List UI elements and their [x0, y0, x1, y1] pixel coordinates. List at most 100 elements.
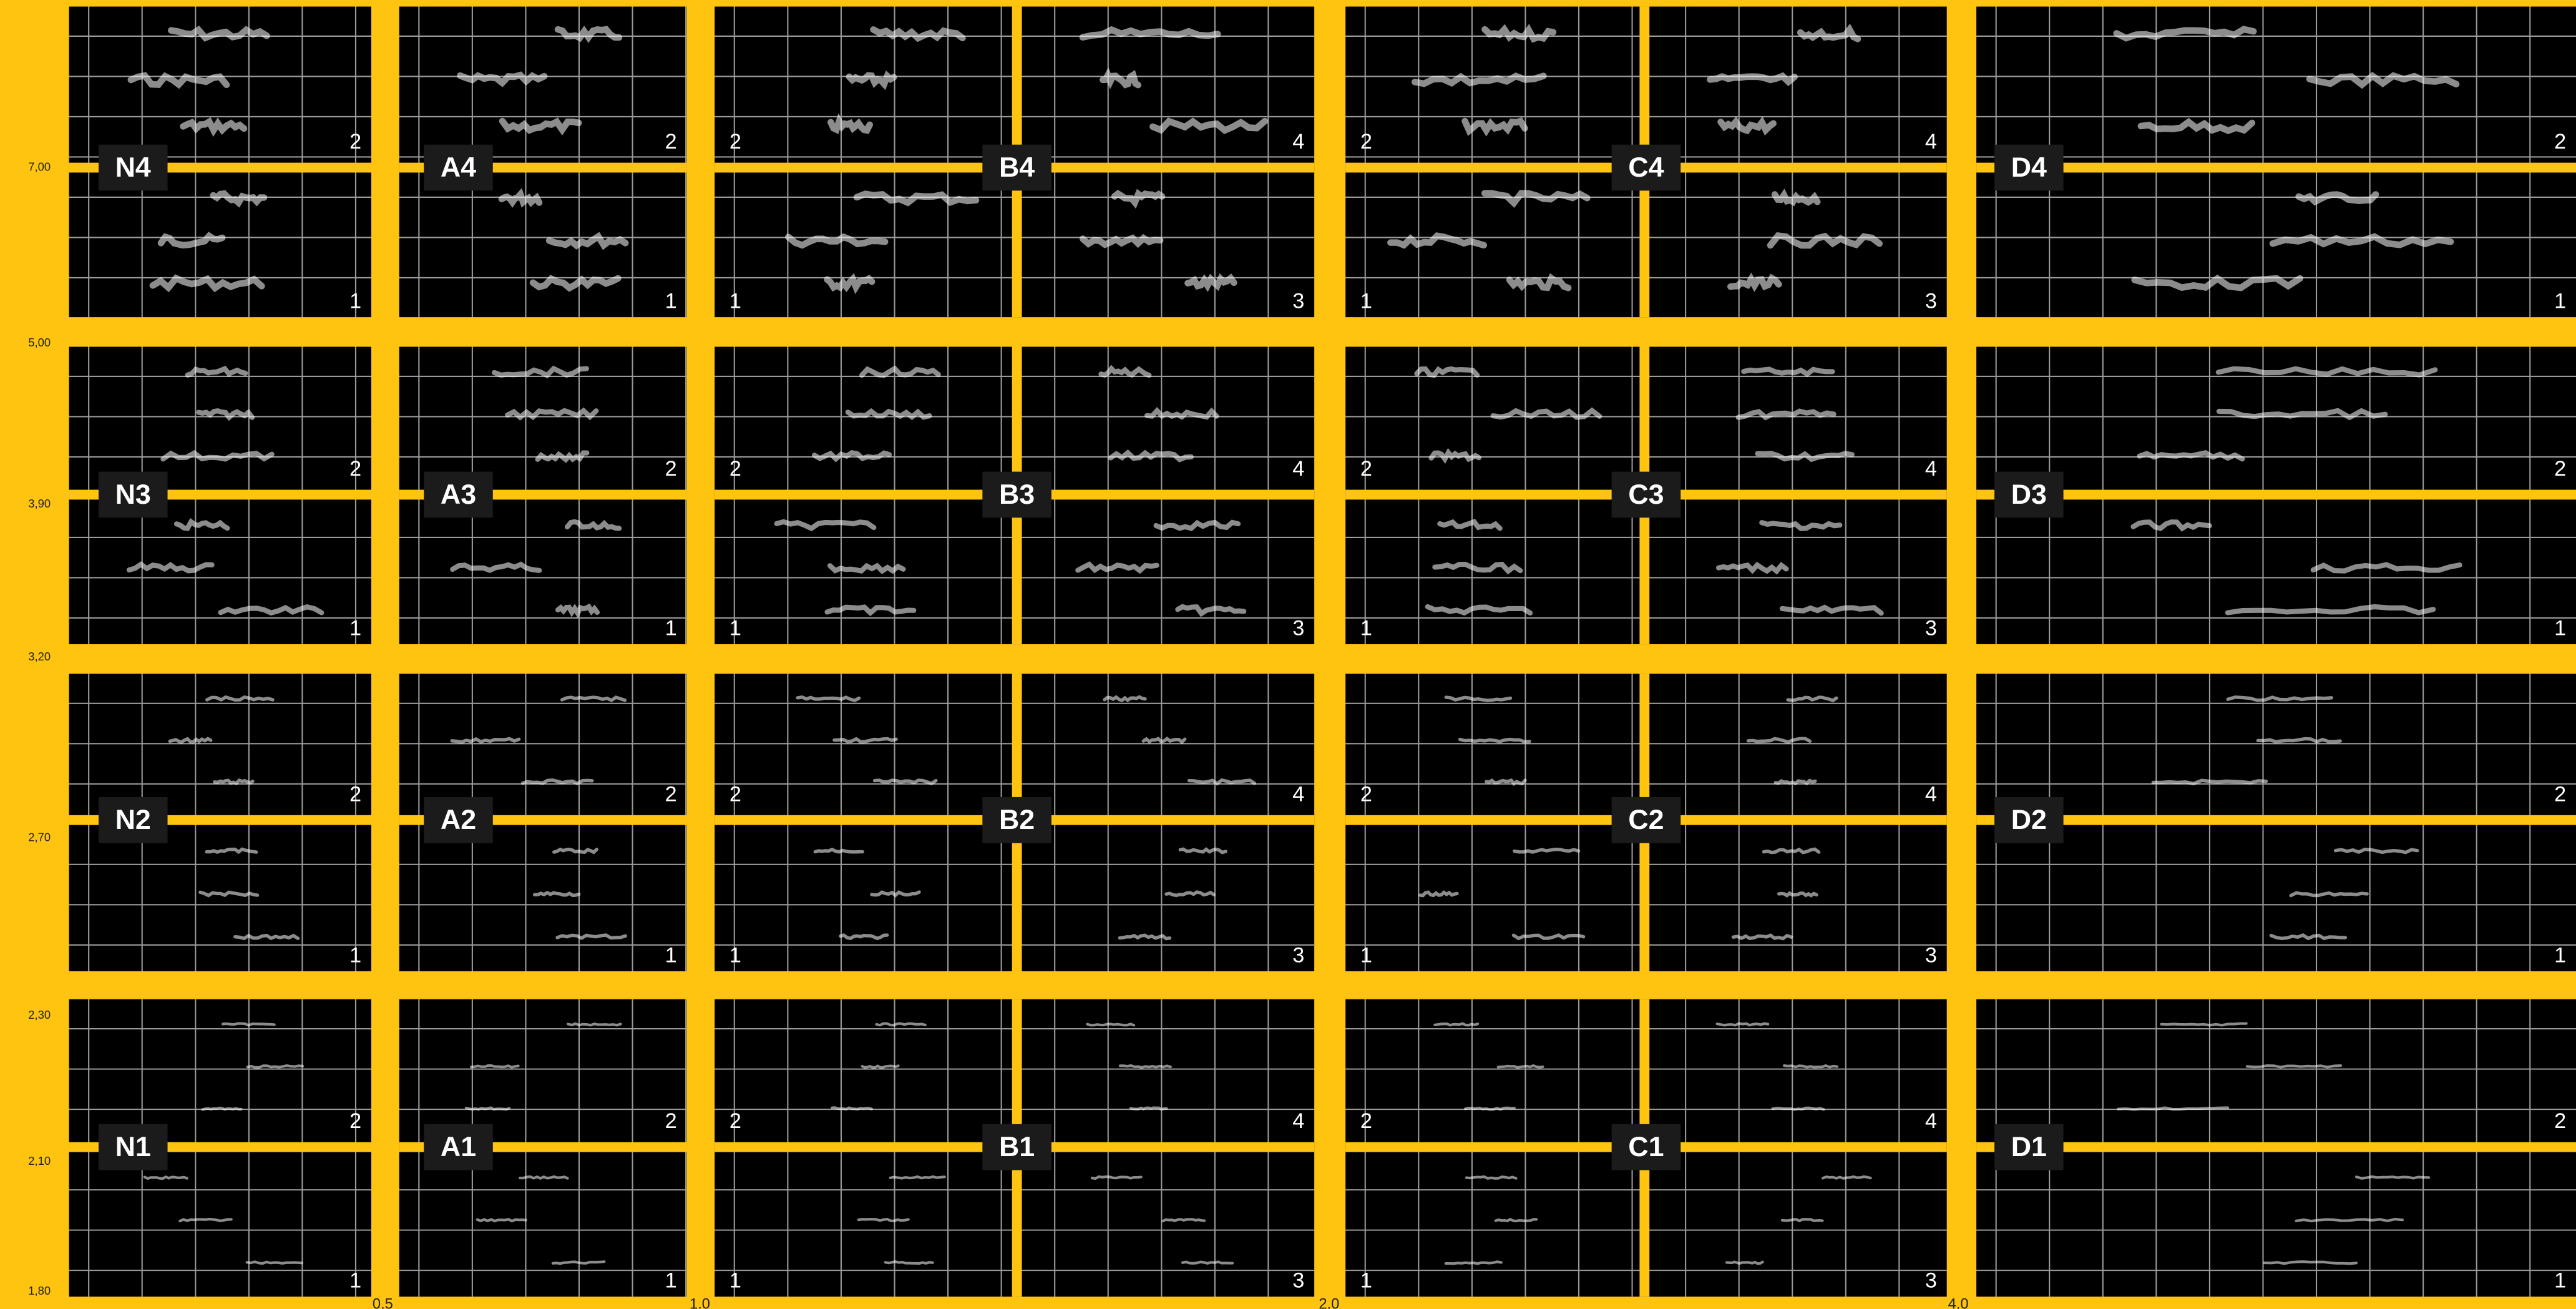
sample-number: 1 — [665, 289, 677, 313]
sample-number: 3 — [1292, 616, 1304, 640]
panel: D3 2 1 — [1976, 347, 2576, 645]
bottom-axis-label: 4.0 — [1948, 1297, 1969, 1309]
panel-label: D3 — [2011, 479, 2047, 510]
left-axis-label: 3,90 — [28, 497, 51, 510]
panel: D421 — [1976, 7, 2576, 318]
sample-number: 2 — [729, 1109, 741, 1133]
fiber — [568, 1024, 621, 1025]
panel-label: C3 — [1628, 479, 1664, 510]
fiber — [1087, 1024, 1134, 1025]
fiber — [2162, 1024, 2247, 1026]
divider — [1976, 1142, 2576, 1152]
panel: A121 — [399, 999, 687, 1297]
panel: B1 2 1 4 3 — [715, 999, 1314, 1297]
sample-number: 2 — [665, 782, 677, 806]
left-axis-label: 2,30 — [28, 1008, 51, 1021]
sample-number: 3 — [1292, 289, 1304, 313]
page: {"axis": {"left_labels": ["7,00", "5,00"… — [0, 0, 2576, 1309]
sample-number: 4 — [1292, 130, 1304, 154]
sample-number: 1 — [665, 616, 677, 640]
fiber — [859, 1219, 909, 1221]
fiber — [180, 1219, 231, 1221]
panel-label: B2 — [999, 804, 1035, 835]
left-axis-label: 3,20 — [28, 650, 51, 663]
panel-label: C2 — [1628, 804, 1664, 835]
fiber — [1823, 1177, 1871, 1179]
sample-number: 2 — [2554, 457, 2566, 481]
panel: N421 — [69, 7, 371, 318]
panel: C32143 — [1345, 347, 1947, 645]
sample-number: 1 — [1360, 616, 1372, 640]
sample-number: 4 — [1292, 1109, 1304, 1133]
sample-number: 2 — [349, 457, 361, 481]
fiber — [1498, 1066, 1543, 1067]
sample-number: 3 — [1292, 1269, 1304, 1293]
fiber — [890, 1177, 945, 1178]
sample-number: 2 — [729, 130, 741, 154]
fiber — [1460, 739, 1530, 742]
panel: N121 — [69, 999, 371, 1297]
fiber — [1779, 893, 1817, 896]
sample-number: 4 — [1292, 782, 1304, 806]
fiber — [2356, 1177, 2429, 1179]
sample-number: 2 — [349, 782, 361, 806]
left-axis-label: 5,00 — [28, 336, 51, 349]
panel-label: A3 — [441, 479, 476, 510]
panel-label: N2 — [115, 804, 151, 835]
sample-number: 1 — [729, 289, 741, 313]
panel-label: N1 — [115, 1131, 151, 1162]
fiber — [1120, 1066, 1171, 1067]
fiber — [886, 1262, 933, 1263]
panel-label: N3 — [115, 479, 151, 510]
panel: B22143 — [715, 674, 1314, 971]
sample-number: 2 — [665, 1109, 677, 1133]
sample-number: 2 — [1360, 457, 1372, 481]
panel-label: N4 — [115, 152, 151, 183]
sample-number: 1 — [2554, 616, 2566, 640]
fiber — [798, 697, 859, 700]
left-axis-label: 7,00 — [28, 160, 51, 173]
sample-number: 1 — [2554, 289, 2566, 313]
sample-number: 3 — [1925, 289, 1937, 313]
sample-number: 3 — [1925, 943, 1937, 967]
fiber — [520, 1177, 567, 1179]
sample-number: 1 — [729, 1269, 741, 1293]
sample-number: 2 — [1360, 1109, 1372, 1133]
panel-label: D1 — [2011, 1131, 2047, 1162]
sample-number: 4 — [1925, 782, 1937, 806]
sample-number: 4 — [1925, 130, 1937, 154]
left-axis-label: 2,10 — [28, 1154, 51, 1167]
sample-number: 1 — [665, 943, 677, 967]
panel: B4 2 1 4 3 — [715, 7, 1314, 318]
sample-number: 3 — [1292, 943, 1304, 967]
bottom-axis-label: 1.0 — [690, 1297, 710, 1309]
sample-number: 1 — [729, 616, 741, 640]
panel-label: A4 — [441, 152, 476, 183]
sample-number: 1 — [1360, 1269, 1372, 1293]
sample-number: 1 — [2554, 943, 2566, 967]
panel-label: D2 — [2011, 804, 2047, 835]
panel: N221 — [69, 674, 371, 971]
panel-label: B1 — [999, 1131, 1035, 1162]
sample-number: 1 — [1360, 943, 1372, 967]
sample-number: 2 — [729, 457, 741, 481]
sample-number: 2 — [349, 1109, 361, 1133]
left-axis-label: 2,70 — [28, 831, 51, 844]
fiber — [862, 1066, 899, 1067]
figure: N421A421B42143C42143D421N321A321B32143C3… — [0, 0, 2576, 1309]
fiber — [1083, 238, 1160, 244]
panel: A4 2 1 — [399, 7, 687, 318]
fiber — [1103, 75, 1138, 85]
fiber — [1435, 1024, 1478, 1026]
panel-label: B4 — [999, 152, 1035, 183]
sample-number: 2 — [665, 130, 677, 154]
fiber — [1466, 1177, 1516, 1179]
panel: N321 — [69, 347, 371, 645]
bottom-axis-label: 0.5 — [373, 1297, 393, 1309]
sample-number: 1 — [2554, 1269, 2566, 1293]
